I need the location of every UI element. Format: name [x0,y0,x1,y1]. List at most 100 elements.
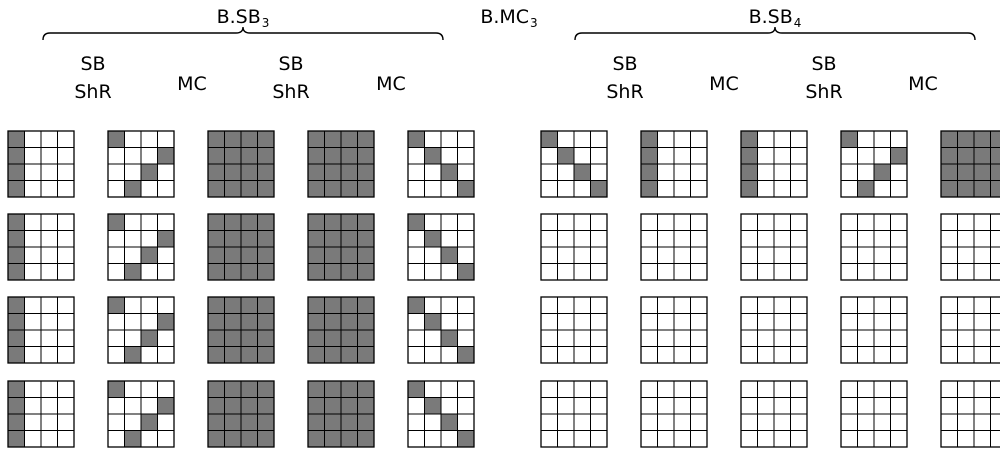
matrix-cell-active [240,246,258,264]
matrix-cell-inactive [957,313,975,331]
state-matrix [307,130,375,198]
matrix-cell-active [340,296,358,314]
state-matrix [540,130,608,198]
matrix-border [640,296,708,364]
matrix-cell-inactive [40,346,58,364]
matrix-cell-inactive [740,313,758,331]
matrix-cell-inactive [24,329,42,347]
b-mc3-base: B.MC [480,6,530,28]
matrix-border [307,296,375,364]
matrix-cell-inactive [40,246,58,264]
matrix-cell-inactive [107,430,125,448]
matrix-cell-active [240,147,258,165]
matrix-border [407,296,475,364]
matrix-cell-inactive [857,380,875,398]
sb-text: SB [80,53,106,75]
matrix-cell-inactive [890,329,908,347]
group-label-b-sb4: B.SB4 [749,8,802,30]
matrix-cell-active [357,163,375,181]
column-label-mc: MC [709,70,739,98]
matrix-cell-inactive [973,296,991,314]
matrix-cell-active [7,413,25,431]
matrix-cell-active [973,163,991,181]
matrix-cell-inactive [157,329,175,347]
matrix-cell-active [157,313,175,331]
matrix-cell-active [257,413,275,431]
matrix-cell-active [324,430,342,448]
matrix-cell-inactive [24,430,42,448]
matrix-cell-active [357,230,375,248]
matrix-cell-inactive [973,313,991,331]
matrix-cell-inactive [140,380,158,398]
matrix-cell-inactive [590,380,608,398]
matrix-cell-active [407,130,425,148]
matrix-cell-inactive [790,380,808,398]
matrix-cell-inactive [957,380,975,398]
matrix-cell-active [207,346,225,364]
matrix-cell-active [307,397,325,415]
matrix-border [107,130,175,198]
brace-b-sb3 [42,26,444,41]
matrix-cell-inactive [57,263,75,281]
matrix-border [840,380,908,448]
matrix-cell-inactive [407,163,425,181]
matrix-cell-inactive [840,346,858,364]
matrix-cell-inactive [773,329,791,347]
matrix-cell-inactive [840,296,858,314]
matrix-cell-inactive [407,430,425,448]
matrix-cell-active [440,246,458,264]
matrix-cell-active [207,246,225,264]
mc-text: MC [376,73,406,95]
matrix-border [207,213,275,281]
matrix-cell-active [207,296,225,314]
matrix-cell-inactive [990,380,1000,398]
matrix-cell-active [340,147,358,165]
matrix-cell-inactive [40,430,58,448]
matrix-cell-active [257,213,275,231]
matrix-cell-inactive [57,163,75,181]
matrix-cell-active [357,263,375,281]
matrix-border [107,296,175,364]
matrix-cell-active [340,230,358,248]
matrix-cell-inactive [857,329,875,347]
matrix-cell-inactive [540,329,558,347]
matrix-cell-inactive [940,296,958,314]
matrix-cell-inactive [890,246,908,264]
shr-text: ShR [606,81,644,103]
matrix-cell-inactive [457,246,475,264]
matrix-cell-inactive [424,346,442,364]
matrix-cell-inactive [57,130,75,148]
state-matrix [540,296,608,364]
matrix-cell-inactive [873,213,891,231]
matrix-cell-inactive [540,180,558,198]
matrix-cell-active [257,329,275,347]
state-matrix [940,380,1000,448]
matrix-cell-inactive [640,230,658,248]
matrix-border [407,380,475,448]
matrix-cell-inactive [757,313,775,331]
matrix-cell-inactive [773,413,791,431]
matrix-cell-inactive [840,430,858,448]
matrix-cell-active [157,397,175,415]
matrix-cell-active [740,163,758,181]
matrix-cell-inactive [957,346,975,364]
column-label-mc: MC [177,70,207,98]
matrix-cell-inactive [107,346,125,364]
matrix-cell-active [990,147,1000,165]
matrix-cell-inactive [940,313,958,331]
matrix-cell-inactive [157,263,175,281]
matrix-cell-active [357,246,375,264]
matrix-cell-active [257,180,275,198]
matrix-cell-active [7,397,25,415]
matrix-cell-active [307,163,325,181]
matrix-cell-inactive [424,430,442,448]
matrix-cell-inactive [24,147,42,165]
matrix-cell-inactive [540,346,558,364]
matrix-cell-inactive [957,246,975,264]
matrix-cell-active [424,147,442,165]
state-matrix [940,130,1000,198]
matrix-cell-active [357,346,375,364]
matrix-cell-inactive [740,230,758,248]
matrix-cell-inactive [657,329,675,347]
column-label-sb-shr: SB ShR [606,50,643,106]
